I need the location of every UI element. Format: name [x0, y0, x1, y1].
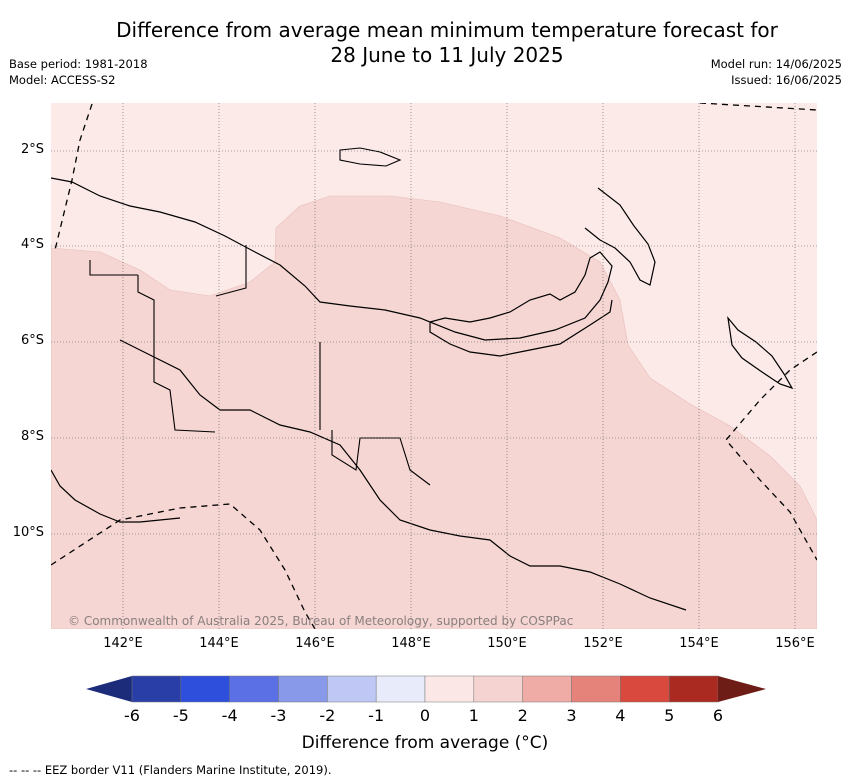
x-tick-label: 154°E	[679, 636, 719, 651]
colorbar-cell	[522, 675, 572, 703]
y-tick-label: 6°S	[20, 333, 44, 348]
title-line-1: Difference from average mean minimum tem…	[116, 18, 778, 42]
x-tick-label: 156°E	[775, 636, 815, 651]
colorbar-tick-label: -4	[221, 706, 238, 725]
colorbar-title: Difference from average (°C)	[301, 733, 549, 753]
border-line	[89, 245, 431, 486]
x-tick-label: 142°E	[103, 636, 143, 651]
x-tick-label: 146°E	[295, 636, 335, 651]
colorbar-cell	[375, 675, 426, 703]
issued-date: Issued: 16/06/2025	[731, 73, 842, 87]
colorbar-tick-label: -1	[368, 706, 385, 725]
colorbar-cell	[620, 675, 670, 703]
y-tick-label: 10°S	[12, 525, 44, 540]
colorbar-tick-label: 4	[615, 706, 626, 725]
y-tick-label: 2°S	[20, 142, 44, 157]
title-line-2: 28 June to 11 July 2025	[330, 43, 564, 67]
eez-border	[51, 103, 817, 629]
colorbar-tick-label: -6	[124, 706, 140, 725]
y-tick-label: 8°S	[20, 429, 44, 444]
colorbar-tick-label: -5	[172, 706, 189, 725]
colorbar-cell	[571, 675, 621, 703]
run-info: Model run: 14/06/2025 Issued: 16/06/2025	[711, 56, 842, 88]
colorbar-tick-label: -2	[319, 706, 336, 725]
x-tick-label: 144°E	[199, 636, 239, 651]
coastline-australia	[51, 469, 181, 523]
x-tick-label: 150°E	[487, 636, 527, 651]
colorbar-cell	[424, 675, 475, 703]
colorbar-cell	[327, 675, 377, 703]
x-tick-label: 148°E	[391, 636, 431, 651]
colorbar-tick-label: 5	[664, 706, 675, 725]
model-name: Model: ACCESS-S2	[9, 73, 116, 87]
eez-legend-note: -- -- -- EEZ border V11 (Flanders Marine…	[9, 763, 332, 777]
colorbar-tick-label: 3	[566, 706, 577, 725]
coastline-bougainville	[727, 315, 794, 390]
colorbar-tick-label: -3	[270, 706, 287, 725]
colorbar-tick-label: 0	[419, 706, 431, 725]
map-title: Difference from average mean minimum tem…	[0, 18, 850, 68]
colorbar-cell	[229, 675, 279, 703]
coastline-manus	[339, 147, 402, 167]
forecast-map	[51, 103, 817, 629]
model-run-date: Model run: 14/06/2025	[710, 57, 842, 71]
colorbar-under-arrow	[86, 676, 132, 702]
coastline-png-south	[119, 339, 687, 611]
coastline-new-britain	[584, 187, 656, 286]
colorbar-tick-label: 1	[468, 706, 479, 725]
y-tick-label: 4°S	[20, 237, 44, 252]
colorbar-cell	[668, 675, 719, 703]
colorbar-cell	[278, 675, 328, 703]
colorbar-tick-label: 2	[517, 706, 528, 725]
colorbar-over-arrow	[718, 676, 766, 702]
coastline-png-mainland	[51, 177, 613, 357]
copyright-notice: © Commonwealth of Australia 2025, Bureau…	[68, 614, 574, 628]
model-info: Base period: 1981-2018 Model: ACCESS-S2	[9, 56, 148, 88]
grid-lines	[51, 103, 817, 629]
x-tick-label: 152°E	[583, 636, 623, 651]
colorbar-cell	[473, 675, 523, 703]
colorbar-cell	[180, 675, 230, 703]
colorbar-cell	[131, 675, 182, 703]
base-period: Base period: 1981-2018	[9, 57, 148, 71]
colorbar-tick-label: 6	[712, 706, 724, 725]
